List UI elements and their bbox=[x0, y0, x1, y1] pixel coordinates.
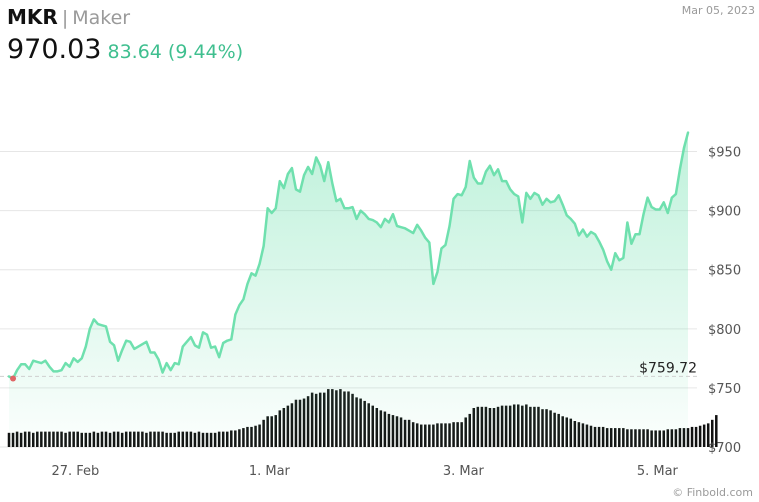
start-point-marker bbox=[10, 375, 17, 382]
asset-name: Maker bbox=[72, 7, 131, 29]
x-tick-label: 5. Mar bbox=[637, 464, 679, 479]
x-tick-label: 1. Mar bbox=[249, 464, 291, 479]
volume-bar bbox=[706, 423, 710, 447]
y-tick-label: $800 bbox=[708, 323, 741, 338]
price-change: 83.64 (9.44%) bbox=[107, 41, 244, 63]
reference-price-label: $759.72 bbox=[639, 360, 697, 376]
source-credit: © Finbold.com bbox=[672, 486, 753, 499]
volume-bar bbox=[690, 426, 694, 447]
price-line bbox=[7, 131, 690, 380]
price-row: 970.03 83.64 (9.44%) bbox=[7, 33, 243, 69]
y-tick-label: $700 bbox=[708, 441, 741, 456]
title-separator: | bbox=[61, 7, 69, 29]
volume-bar bbox=[698, 425, 702, 447]
y-tick-label: $900 bbox=[708, 205, 741, 220]
price-area bbox=[9, 132, 688, 447]
x-axis-ticks: 27. Feb 1. Mar 3. Mar 5. Mar bbox=[51, 464, 678, 479]
volume-bar bbox=[715, 415, 718, 447]
volume-bar bbox=[710, 419, 714, 447]
title-row: MKR | Maker bbox=[7, 4, 243, 31]
chart-date: Mar 05, 2023 bbox=[681, 4, 755, 17]
x-tick-label: 3. Mar bbox=[443, 464, 485, 479]
y-tick-label: $950 bbox=[708, 146, 741, 161]
volume-bar bbox=[702, 424, 706, 447]
y-tick-label: $850 bbox=[708, 264, 741, 279]
y-tick-label: $750 bbox=[708, 382, 741, 397]
asset-symbol: MKR bbox=[7, 5, 58, 29]
y-axis-ticks: $700 $750 $800 $850 $900 $950 bbox=[708, 146, 741, 456]
current-price: 970.03 bbox=[7, 34, 102, 65]
x-tick-label: 27. Feb bbox=[51, 464, 99, 479]
chart-header: MKR | Maker 970.03 83.64 (9.44%) bbox=[7, 4, 243, 69]
volume-bar bbox=[694, 426, 698, 447]
